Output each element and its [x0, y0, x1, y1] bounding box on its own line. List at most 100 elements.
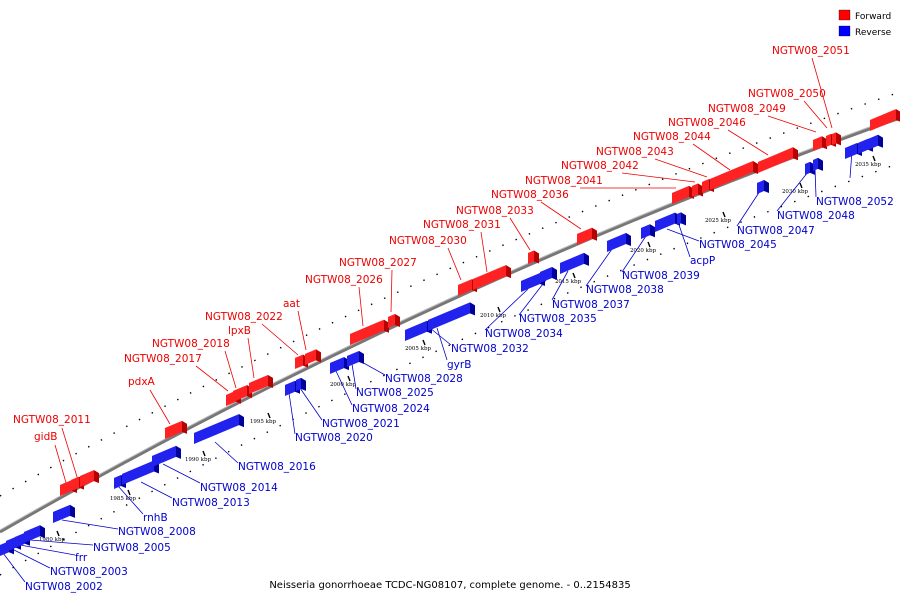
reverse-gene-label: NGTW08_2024: [352, 403, 430, 415]
reverse-leader: [2, 552, 26, 583]
reverse-gene: [194, 414, 244, 444]
legend: Forward Reverse: [838, 9, 892, 38]
reverse-leader: [299, 387, 323, 421]
forward-gene-label: NGTW08_2026: [305, 274, 383, 286]
reverse-leader: [551, 270, 569, 301]
forward-leader: [692, 143, 731, 171]
forward-gene-label: NGTW08_2033: [456, 205, 534, 217]
forward-gene: [165, 420, 187, 439]
reverse-gene-label: NGTW08_2008: [118, 526, 196, 538]
reverse-gene-label: NGTW08_2016: [238, 461, 316, 473]
reverse-leader: [61, 519, 119, 530]
reverse-gene: [152, 445, 181, 467]
axis-tick: [202, 450, 206, 457]
forward-gene-label: NGTW08_2036: [491, 189, 569, 201]
reverse-gene: [405, 320, 432, 341]
reverse-leader: [585, 248, 613, 287]
forward-leader: [767, 115, 817, 133]
reverse-gene-label: NGTW08_2047: [737, 225, 815, 237]
dotted-guide-lines: [0, 91, 900, 576]
reverse-gene-label: acpP: [690, 255, 715, 267]
reverse-gene: [24, 525, 45, 543]
reverse-gene-label: frr: [75, 552, 88, 564]
forward-gene: [692, 183, 703, 197]
forward-leader: [390, 269, 393, 313]
genome-caption: Neisseria gonorrhoeae TCDC-NG08107, comp…: [269, 580, 630, 591]
reverse-guide: [0, 162, 900, 576]
axis-tick: [127, 489, 131, 496]
reverse-gene: [330, 357, 349, 374]
reverse-leader: [162, 463, 201, 484]
reverse-gene: [813, 157, 823, 171]
axis-tick: [267, 412, 271, 419]
forward-gene-label: aat: [283, 298, 300, 310]
forward-gene: [305, 349, 321, 365]
reverse-gene-label: NGTW08_2025: [356, 387, 434, 399]
reverse-gene: [641, 224, 655, 239]
reverse-leader: [666, 228, 700, 242]
axis-tick: [422, 339, 426, 346]
gene-arrows: [0, 109, 900, 556]
reverse-leader: [351, 363, 357, 390]
forward-gene-label: NGTW08_2043: [596, 146, 674, 158]
forward-gene: [80, 470, 99, 487]
forward-gene: [813, 136, 827, 151]
forward-gene: [528, 250, 539, 264]
reverse-leader: [736, 190, 761, 227]
forward-gene: [577, 227, 597, 245]
reverse-gene: [757, 180, 769, 194]
axis-tick: [497, 306, 501, 313]
axis-tick: [872, 155, 876, 162]
reverse-leader: [814, 167, 817, 198]
reverse-leader: [677, 221, 691, 258]
axis-tick: [56, 530, 60, 537]
reverse-gene: [347, 350, 364, 367]
reverse-gene-label: NGTW08_2045: [699, 239, 777, 251]
forward-leader: [540, 201, 582, 230]
reverse-gene: [868, 134, 883, 150]
legend-reverse-swatch: [838, 25, 851, 37]
axis-tick-label: 2010 kbp: [480, 313, 507, 319]
forward-gene-label: NGTW08_2011: [13, 414, 91, 426]
forward-leader: [54, 444, 68, 487]
forward-gene: [758, 147, 798, 173]
forward-leader: [297, 310, 307, 351]
reverse-gene-label: NGTW08_2037: [552, 299, 630, 311]
reverse-leader: [776, 171, 809, 212]
legend-reverse-label: Reverse: [855, 28, 892, 38]
axis-tick: [347, 375, 351, 382]
axis-tick-label: 1980 kbp: [39, 537, 66, 543]
reverse-leader: [11, 548, 51, 569]
forward-leader: [509, 217, 531, 251]
reverse-gene-label: NGTW08_2021: [322, 418, 400, 430]
reverse-gene: [607, 233, 631, 252]
forward-gene-label: NGTW08_2018: [152, 338, 230, 350]
forward-guide: [0, 91, 900, 497]
reverse-leader: [518, 279, 547, 316]
reverse-gene: [560, 252, 589, 274]
reverse-gene-label: NGTW08_2028: [385, 373, 463, 385]
reverse-gene-label: NGTW08_2005: [93, 542, 171, 554]
forward-gene-label: NGTW08_2027: [339, 257, 417, 269]
forward-gene-label: pdxA: [128, 376, 156, 388]
reverse-leader: [29, 539, 94, 546]
axis-tick-label: 2035 kbp: [855, 162, 882, 168]
reverse-leader: [214, 441, 239, 464]
forward-gene-label: NGTW08_2050: [748, 88, 826, 100]
axis-tick-label: 2025 kbp: [705, 218, 732, 224]
forward-leader: [224, 350, 237, 389]
forward-gene-label: NGTW08_2042: [561, 160, 639, 172]
forward-leader: [261, 323, 299, 356]
axis-tick-label: 2015 kbp: [555, 279, 582, 285]
reverse-gene-label: NGTW08_2039: [622, 270, 700, 282]
reverse-gene-label: NGTW08_2035: [519, 313, 597, 325]
forward-gene-label: NGTW08_2049: [708, 103, 786, 115]
forward-leader: [654, 158, 708, 178]
reverse-leader: [429, 327, 452, 346]
axis-tick: [647, 241, 651, 248]
forward-leader: [195, 365, 229, 392]
label-leader-lines: [2, 57, 853, 583]
reverse-gene-label: NGTW08_2003: [50, 566, 128, 578]
reverse-gene: [428, 302, 475, 331]
forward-gene: [710, 160, 758, 190]
